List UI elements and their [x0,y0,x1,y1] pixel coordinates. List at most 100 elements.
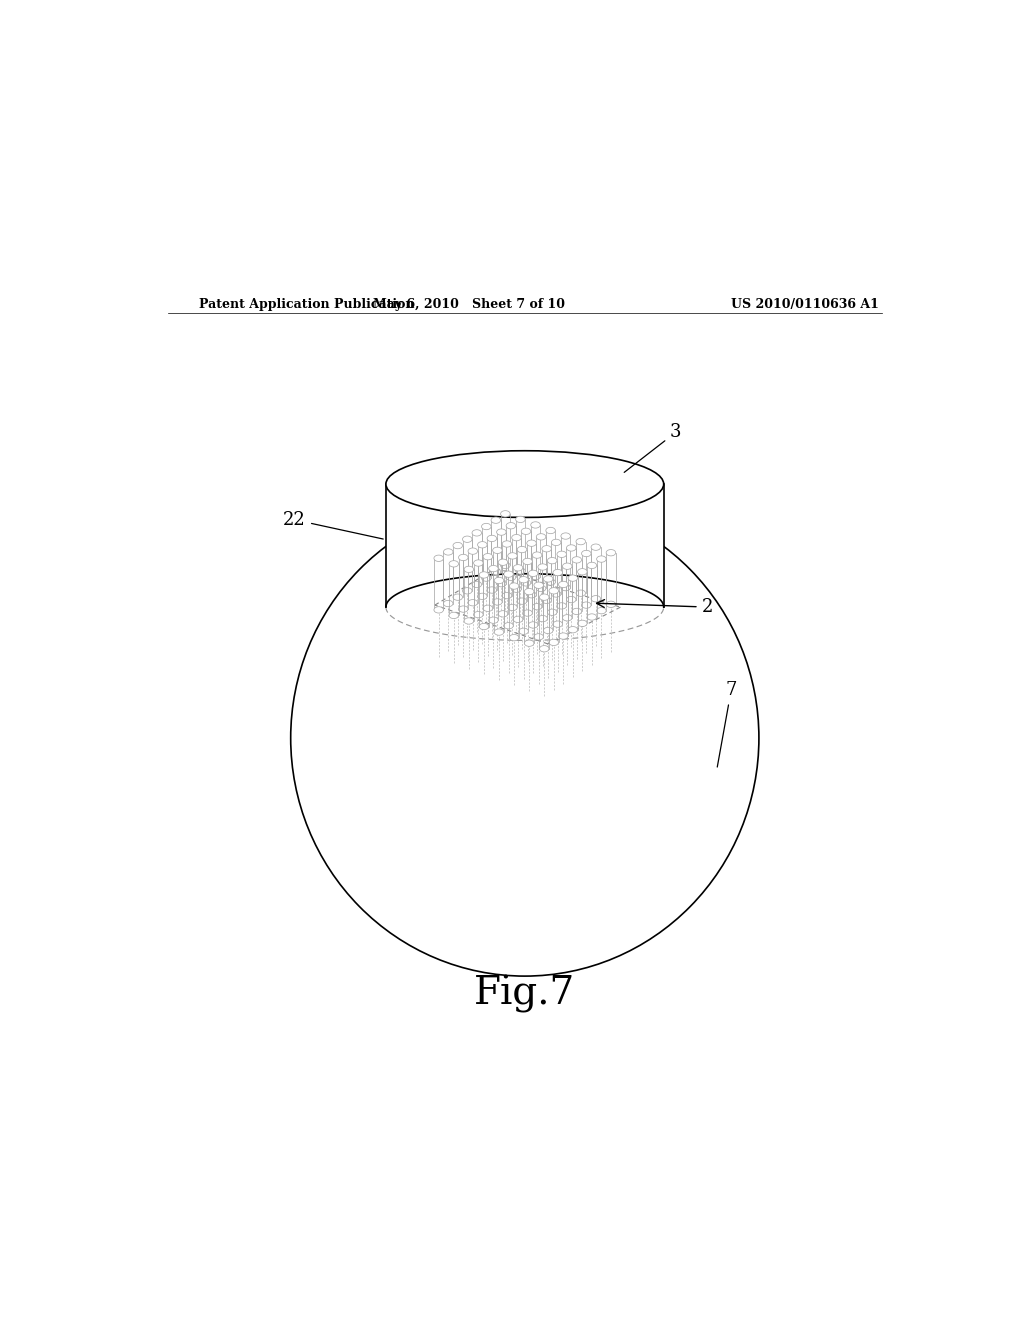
Ellipse shape [449,561,459,568]
Ellipse shape [578,569,587,576]
Ellipse shape [575,539,586,545]
Ellipse shape [540,594,549,601]
Ellipse shape [434,556,443,561]
Ellipse shape [504,623,513,628]
Ellipse shape [540,645,549,652]
Ellipse shape [538,564,548,570]
Ellipse shape [532,603,542,610]
Ellipse shape [572,609,582,615]
Ellipse shape [477,593,487,599]
Ellipse shape [508,553,517,560]
Ellipse shape [578,620,587,627]
Ellipse shape [551,540,561,545]
Text: 7: 7 [717,681,737,767]
Ellipse shape [512,586,521,593]
Ellipse shape [575,590,586,597]
Ellipse shape [534,634,544,640]
Ellipse shape [493,548,502,553]
Ellipse shape [568,627,578,632]
Ellipse shape [483,605,493,611]
Ellipse shape [538,615,548,622]
Ellipse shape [597,607,606,614]
Ellipse shape [506,523,516,529]
Ellipse shape [562,564,572,569]
Text: Fig.7: Fig.7 [474,974,575,1012]
Ellipse shape [291,500,759,975]
Ellipse shape [572,557,582,564]
Ellipse shape [517,598,526,605]
Ellipse shape [513,616,523,623]
Ellipse shape [523,610,532,616]
Ellipse shape [474,560,483,566]
Ellipse shape [481,576,492,581]
Ellipse shape [519,628,528,635]
Ellipse shape [528,622,538,628]
Ellipse shape [517,546,526,553]
Ellipse shape [506,574,516,581]
Ellipse shape [516,568,525,574]
Ellipse shape [549,639,558,645]
Ellipse shape [558,581,568,587]
Ellipse shape [528,570,538,577]
Ellipse shape [501,562,510,569]
Ellipse shape [549,587,558,594]
Ellipse shape [508,605,517,611]
Ellipse shape [551,591,561,597]
Ellipse shape [449,612,459,619]
Ellipse shape [553,620,562,627]
Ellipse shape [463,587,472,594]
Ellipse shape [492,569,501,576]
Ellipse shape [488,565,499,572]
Ellipse shape [468,548,477,554]
Ellipse shape [558,632,568,639]
Text: 3: 3 [625,424,681,473]
Ellipse shape [537,533,546,540]
Ellipse shape [591,544,601,550]
Ellipse shape [477,541,487,548]
Ellipse shape [479,572,488,578]
Ellipse shape [524,640,534,647]
Ellipse shape [472,529,481,536]
Ellipse shape [526,540,537,546]
FancyBboxPatch shape [386,484,664,607]
Ellipse shape [561,585,570,591]
Ellipse shape [521,528,530,535]
Ellipse shape [509,635,519,640]
Ellipse shape [443,549,453,556]
Ellipse shape [521,579,530,586]
Ellipse shape [542,597,551,603]
Ellipse shape [501,511,510,517]
Ellipse shape [548,609,557,615]
Text: Patent Application Publication: Patent Application Publication [200,297,415,310]
Ellipse shape [504,572,513,577]
Ellipse shape [474,611,483,618]
Ellipse shape [499,560,508,565]
Ellipse shape [464,566,474,573]
Ellipse shape [537,585,546,591]
Ellipse shape [566,597,575,603]
Ellipse shape [453,594,463,601]
Ellipse shape [493,599,502,605]
Ellipse shape [509,583,519,589]
Ellipse shape [561,533,570,540]
Ellipse shape [488,616,499,623]
Ellipse shape [519,577,528,583]
Ellipse shape [483,553,493,560]
Ellipse shape [524,589,534,595]
Ellipse shape [386,450,664,517]
Ellipse shape [597,556,606,562]
Ellipse shape [434,607,443,612]
Ellipse shape [468,599,477,606]
Ellipse shape [530,521,541,528]
Ellipse shape [499,611,508,616]
Text: 22: 22 [284,511,383,539]
Text: May 6, 2010   Sheet 7 of 10: May 6, 2010 Sheet 7 of 10 [373,297,565,310]
Ellipse shape [502,593,512,599]
Ellipse shape [557,603,566,609]
Ellipse shape [443,601,453,607]
Ellipse shape [534,582,544,589]
Ellipse shape [530,573,541,579]
Ellipse shape [553,569,562,576]
Ellipse shape [548,557,557,564]
Ellipse shape [606,549,615,556]
